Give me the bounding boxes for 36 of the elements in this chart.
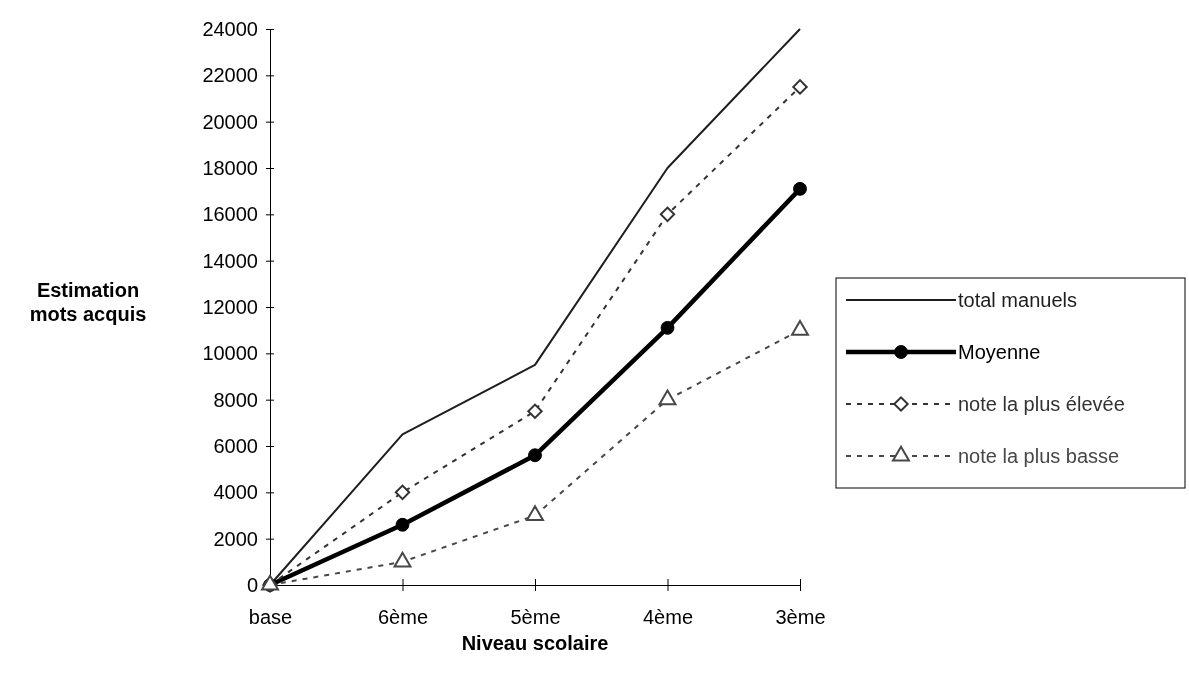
y-tick-label: 24000	[202, 17, 258, 40]
point	[528, 448, 542, 463]
y-tick-label: 4000	[213, 481, 258, 504]
y-tick-label: 16000	[202, 203, 258, 226]
y-tick-label: 8000	[213, 388, 258, 411]
y-tick-label: 22000	[202, 64, 258, 87]
x-tick-label: 3ème	[775, 606, 826, 628]
text: note la plus basse	[958, 445, 1120, 467]
y-axis-title: Estimation mots acquis	[29, 279, 147, 325]
point	[395, 517, 410, 532]
point	[660, 320, 675, 335]
point	[793, 181, 807, 196]
x-tick-label: 6ème	[377, 606, 429, 628]
x-tick-label: 4ème	[642, 606, 694, 628]
y-tick-label: 10000	[202, 342, 258, 365]
y-tick-label: 6000	[213, 434, 258, 457]
point	[526, 505, 544, 522]
text: Moyenne	[958, 341, 1041, 363]
y-tick-label: 18000	[202, 156, 258, 179]
y-tick-label: 14000	[202, 249, 258, 272]
x-tick-label: base	[248, 606, 293, 628]
point	[791, 319, 809, 336]
point	[394, 484, 411, 501]
text: note la plus élevée	[958, 393, 1125, 415]
point	[393, 551, 412, 568]
y-tick-label: 2000	[213, 527, 258, 550]
y-tick-label: 12000	[202, 295, 258, 318]
point	[658, 389, 677, 406]
point	[659, 206, 676, 223]
x-axis-title: Niveau scolaire	[461, 632, 609, 654]
y-tick-label: 0	[246, 573, 258, 596]
text: total manuels	[958, 289, 1077, 311]
x-tick-label: 5ème	[510, 606, 561, 628]
point	[792, 79, 808, 95]
y-tick-label: 20000	[202, 110, 258, 133]
point	[527, 403, 543, 419]
